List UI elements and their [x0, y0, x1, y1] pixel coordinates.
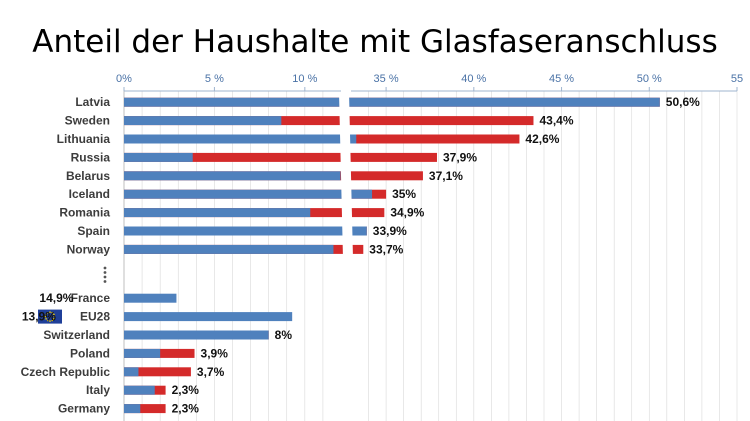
bar-segment [124, 330, 269, 340]
bar-segment [124, 134, 357, 144]
data-label: 37,1% [429, 169, 463, 183]
x-tick-label: 55 [731, 73, 743, 85]
category-label: Romania [59, 206, 110, 220]
bar-total [124, 404, 166, 414]
eu-flag-star [49, 320, 51, 322]
ellipsis-dot [103, 280, 107, 283]
eu-flag-star [53, 318, 55, 320]
category-label: Poland [70, 346, 110, 360]
x-tick-label: 40 % [461, 73, 486, 85]
data-label: 8% [275, 328, 293, 342]
x-tick-label: 50 % [637, 73, 662, 85]
bar-segment [124, 404, 141, 414]
data-label: 43,4% [539, 114, 573, 128]
eu-flag-star [46, 311, 49, 314]
bar-segment [124, 312, 293, 322]
eu-flag-star [53, 313, 55, 316]
category-label: Czech Republic [21, 365, 111, 379]
data-label: 14,9% [39, 291, 73, 305]
bar-total [124, 367, 191, 377]
bar-segment [124, 348, 161, 358]
data-label: 33,7% [369, 242, 403, 256]
eu-flag-star [44, 315, 47, 318]
bar-segment [124, 189, 373, 199]
data-label: 33,9% [373, 224, 407, 238]
eu-flag-star [45, 313, 47, 316]
bar-total [124, 116, 534, 126]
eu-flag-star [53, 315, 56, 318]
bar-segment [124, 116, 282, 126]
category-label: Lithuania [57, 132, 111, 146]
bar-segment [124, 367, 139, 377]
eu-flag-star [49, 311, 51, 313]
category-label: Italy [86, 383, 110, 397]
bar-segment [124, 208, 311, 218]
bar-segment [124, 97, 660, 107]
data-label: 3,9% [201, 346, 229, 360]
category-label: France [71, 291, 111, 305]
x-tick-label: 0% [116, 73, 132, 85]
x-tick-label: 35 % [374, 73, 399, 85]
data-label: 37,9% [443, 150, 477, 164]
data-label: 50,6% [666, 95, 700, 109]
category-label: Sweden [65, 114, 110, 128]
category-label: Iceland [69, 187, 110, 201]
eu-flag-star [45, 318, 47, 320]
eu-flag-star [51, 311, 54, 314]
bar-segment [124, 244, 334, 254]
eu-flag-star [51, 319, 54, 322]
data-label: 35% [392, 187, 416, 201]
category-label: Germany [58, 402, 110, 416]
bar-segment [124, 226, 367, 236]
x-tick-label: 5 % [205, 73, 224, 85]
data-label: 42,6% [525, 132, 559, 146]
bar-segment [124, 385, 155, 395]
eu-flag-star [46, 319, 49, 322]
bar-segment [124, 171, 341, 181]
category-label: Russia [71, 150, 111, 164]
bar-segment [124, 293, 177, 303]
category-label: Belarus [66, 169, 110, 183]
category-label: EU28 [80, 310, 110, 324]
ellipsis-dot [103, 266, 107, 270]
data-label: 13,9% [22, 310, 56, 324]
ellipsis-dot [103, 271, 107, 274]
data-label: 2,3% [172, 402, 200, 416]
bar-segment [124, 152, 193, 162]
eu-flag-icon [38, 309, 62, 324]
data-label: 2,3% [172, 383, 200, 397]
category-label: Norway [67, 242, 111, 256]
x-tick-label: 45 % [549, 73, 574, 85]
data-label: 34,9% [390, 206, 424, 220]
x-tick-label: 10 % [292, 73, 317, 85]
category-label: Switzerland [43, 328, 110, 342]
axis-break [339, 92, 353, 259]
data-label: 3,7% [197, 365, 225, 379]
bar-total [124, 152, 437, 162]
category-label: Spain [77, 224, 110, 238]
ellipsis-dot [103, 275, 107, 279]
chart-title: Anteil der Haushalte mit Glasfaseranschl… [32, 24, 718, 60]
category-label: Latvia [75, 95, 110, 109]
